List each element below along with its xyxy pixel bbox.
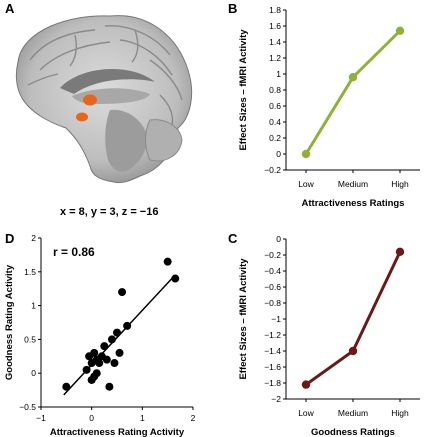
y-tick-label: −1 [271,314,281,324]
y-tick-label: 1.5 [24,267,36,277]
panel-c-letter: C [228,231,238,246]
panel-a: A x = 8, y = 3, z = −16 [5,1,193,218]
attractiveness-effect-chart: −0.2 0 0.2 0.4 0.6 0.8 1 1.2 1.4 1.6 1.8 Low Medium H… [238,5,420,209]
x-tick-label: Medium [338,179,368,189]
y-tick-label: 1.6 [269,21,281,31]
brain-image [15,15,193,184]
y-tick-label: −0.6 [264,282,281,292]
x-tick-label: High [391,179,409,189]
scatter-point [105,382,114,391]
slice-coordinates: x = 8, y = 3, z = −16 [60,206,158,218]
panel-d-letter: D [5,231,14,246]
panel-d: D −0.5 0 0.5 1 1.5 2 −1 0 1 2 r = 0.86 Attractivene… [4,231,196,437]
x-tick-label: 1 [140,413,145,423]
x-axis-title: Goodness Ratings [311,427,395,437]
y-tick-label: −1.4 [264,346,281,356]
activation-cluster-lower [76,112,88,122]
scatter-point [123,321,132,330]
data-point [348,73,358,82]
panel-b: B −0.2 0 0.2 0.4 0.6 0.8 1 1.2 1.4 1.6 1.8 Low Mediu… [228,1,420,209]
y-tick-label: 0 [276,234,281,244]
scatter-point [102,355,111,364]
scatter-point [110,359,119,368]
y-tick-label: −0.2 [264,165,281,175]
y-tick-label: −1.6 [264,362,281,372]
scatter-point [92,369,101,378]
y-tick-label: 0.6 [269,101,281,111]
cerebellum [145,119,183,162]
y-tick-label: 1.8 [269,5,281,15]
y-tick-label: 1.4 [269,37,281,47]
y-tick-label: −0.4 [264,266,281,276]
x-tick-label: Low [298,408,314,418]
y-axis-title: Effect Sizes – fMRI Activity [238,29,249,151]
y-tick-label: 1.2 [269,53,281,63]
y-tick-label: 0.8 [269,85,281,95]
y-tick-label: 0 [31,368,36,378]
x-tick-label: Low [298,179,314,189]
panel-b-letter: B [228,1,237,16]
scatter-point [163,257,172,266]
panel-a-letter: A [5,1,15,16]
y-tick-label: 0.4 [269,117,281,127]
scatter-point [115,348,124,357]
data-point [301,149,311,159]
scatter-point [118,288,127,297]
y-tick-label: −1.2 [264,330,281,340]
y-axis-title: Goodness Rating Activity [4,264,15,380]
series-line [304,29,402,155]
scatter-point [62,382,71,391]
scatter-point [100,342,109,351]
y-tick-label: 0.2 [269,133,281,143]
goodness-effect-chart: −2 −1.8 −1.6 −1.4 −1.2 −1 −0.8 −0.6 −0.4 −0.2 0 Low… [238,234,420,437]
x-tick-label: Medium [338,408,368,418]
y-tick-label: 0 [276,149,281,159]
y-axis-title: Effect Sizes – fMRI Activity [238,258,249,380]
x-axis-title: Attractiveness Ratings [302,198,405,209]
y-tick-label: −2 [271,394,281,404]
correlation-label: r = 0.86 [53,245,95,259]
activation-cluster [83,94,97,106]
y-tick-label: −0.2 [264,250,281,260]
correlation-scatter-chart: −0.5 0 0.5 1 1.5 2 −1 0 1 2 r = 0.86 Attractiveness… [4,233,196,437]
corpus-callosum [60,69,155,94]
y-tick-label: −0.8 [264,298,281,308]
data-point [395,247,405,256]
data-point [395,26,405,35]
y-tick-label: 1 [276,69,281,79]
y-tick-label: −0.5 [19,402,36,412]
series-line [305,251,402,386]
x-tick-label: High [391,408,409,418]
y-tick-label: 0.5 [24,334,36,344]
x-axis-title: Attractiveness Rating Activity [50,427,185,437]
data-point [348,346,358,356]
panel-c: C −2 −1.8 −1.6 −1.4 −1.2 −1 −0.8 −0.6 −0.4 −0.2 0 L… [228,231,420,437]
y-tick-label: −1.8 [264,378,281,388]
scatter-point [90,348,99,357]
x-tick-label: −1 [36,413,46,423]
x-tick-label: 2 [191,413,196,423]
data-point [301,380,311,389]
brainstem [105,109,148,172]
brain-gyri [27,25,183,126]
x-tick-label: 0 [89,413,94,423]
y-tick-label: 1 [31,301,36,311]
scatter-point [107,335,116,344]
scatter-point [113,328,121,337]
scatter-point [82,365,91,374]
scatter-point [95,359,104,368]
scatter-point [171,274,180,283]
y-tick-label: 2 [31,233,36,243]
